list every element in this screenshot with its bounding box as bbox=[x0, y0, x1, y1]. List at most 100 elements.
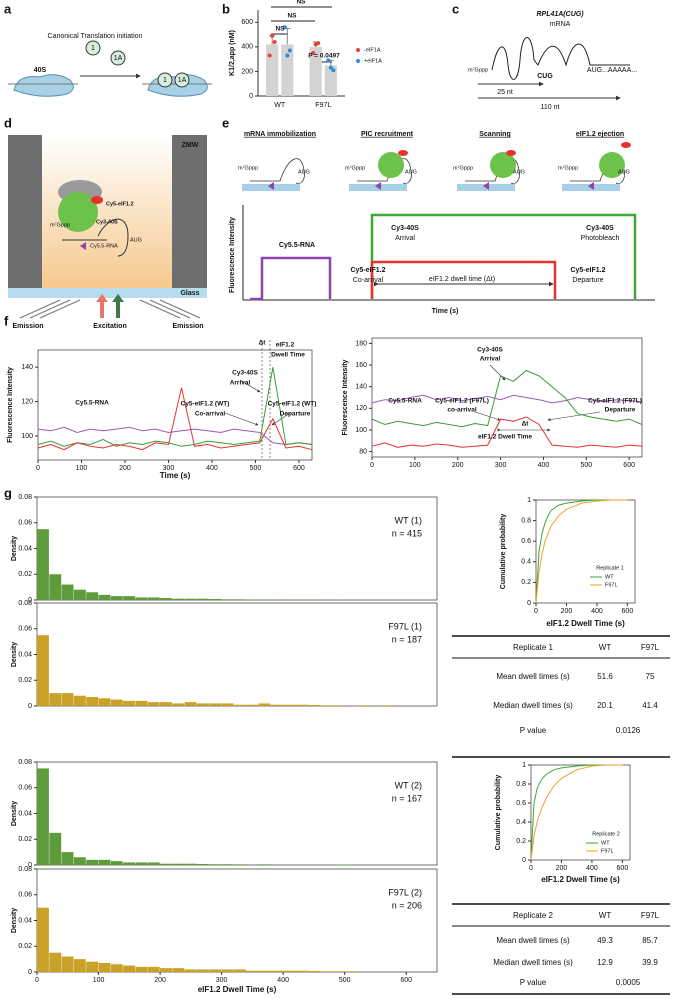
table-cell: P value bbox=[520, 978, 547, 987]
annotation: NS bbox=[296, 0, 306, 6]
histogram-bar bbox=[160, 702, 172, 706]
x-tick-label: 600 bbox=[617, 865, 629, 872]
y-tick-label: 140 bbox=[355, 384, 367, 391]
histogram-bar bbox=[73, 857, 86, 865]
factor-label: 1A bbox=[114, 55, 123, 62]
histogram-bar bbox=[61, 693, 74, 706]
histogram-bar bbox=[221, 703, 234, 706]
x-tick-label: 200 bbox=[119, 465, 131, 472]
table-rules bbox=[452, 635, 670, 995]
step-title: eIF1.2 ejection bbox=[576, 131, 624, 138]
plot-frame bbox=[37, 349, 313, 461]
data-point bbox=[331, 68, 336, 73]
x-tick-label: 400 bbox=[591, 608, 603, 615]
panel-label: a bbox=[4, 1, 12, 16]
histogram-bar bbox=[184, 598, 197, 600]
histogram-bar bbox=[221, 969, 234, 972]
n-label: n = 187 bbox=[392, 634, 422, 644]
panel-label: F97L (1) bbox=[388, 621, 422, 631]
cap: m⁷Gppp bbox=[453, 164, 473, 171]
histogram-bar bbox=[344, 864, 357, 865]
table-cell: 12.9 bbox=[597, 958, 613, 967]
x-tick-label: 400 bbox=[586, 865, 598, 872]
eif12 bbox=[398, 150, 408, 156]
table-cell: P value bbox=[520, 726, 547, 735]
x-tick-label: 300 bbox=[216, 977, 228, 984]
distance: 110 nt bbox=[541, 104, 560, 111]
histogram-bar bbox=[184, 863, 197, 865]
data-point bbox=[326, 58, 331, 63]
label: Cy3-40S bbox=[96, 219, 118, 225]
histogram-bar bbox=[86, 961, 99, 972]
annotation: Arrival bbox=[480, 356, 501, 363]
histogram-bar bbox=[49, 574, 62, 600]
histogram-bar bbox=[37, 907, 49, 972]
label: AUG bbox=[130, 237, 142, 243]
annotation: Cy5-eIF1.2 (WT) bbox=[268, 401, 317, 408]
factor bbox=[85, 40, 101, 56]
event: Cy3-40S bbox=[586, 225, 614, 232]
y-tick-label: 0 bbox=[28, 703, 32, 710]
x-tick-label: 200 bbox=[561, 608, 573, 615]
y-tick-label: 0.02 bbox=[18, 943, 32, 950]
step-title: PIC recruitment bbox=[361, 131, 414, 138]
histogram-bar bbox=[172, 598, 185, 600]
histogram-bar bbox=[110, 596, 123, 600]
panel-label: WT (2) bbox=[395, 780, 422, 790]
light-label: Emission bbox=[12, 323, 43, 330]
histogram-bar bbox=[110, 861, 123, 865]
histogram-bar bbox=[258, 864, 271, 865]
histogram-bar bbox=[86, 696, 99, 706]
n-label: n = 206 bbox=[392, 900, 422, 910]
x-tick-label: 300 bbox=[495, 462, 507, 469]
histogram-bar bbox=[295, 704, 308, 706]
event: Cy3-40S bbox=[391, 225, 419, 232]
panel-label: F97L (2) bbox=[388, 887, 422, 897]
histogram-bar bbox=[381, 705, 394, 706]
event: Cy5.5-RNA bbox=[279, 242, 315, 249]
eif12 bbox=[621, 142, 631, 148]
legend-title: Replicate 2 bbox=[592, 831, 620, 837]
y-axis-label: Fluorescence Intensity bbox=[7, 367, 14, 443]
histogram-bar bbox=[233, 969, 246, 972]
panel-label: d bbox=[4, 115, 12, 130]
legend-swatch bbox=[356, 59, 360, 63]
y-tick-label: 0.04 bbox=[18, 651, 32, 658]
y-tick-label: 0.08 bbox=[18, 600, 32, 607]
x-tick-label: 200 bbox=[556, 865, 568, 872]
plot-frame bbox=[36, 602, 438, 707]
data-point bbox=[282, 25, 287, 30]
label: m⁷Gppp bbox=[50, 221, 70, 228]
ribosome bbox=[13, 74, 74, 97]
event: eIF1.2 dwell time (Δt) bbox=[429, 276, 495, 283]
histogram-bar bbox=[172, 703, 185, 706]
x-tick-label: 100 bbox=[93, 977, 105, 984]
y-tick-label: 0.4 bbox=[521, 559, 531, 566]
emission-rays bbox=[19, 299, 201, 319]
panel-label: b bbox=[222, 1, 230, 16]
histogram-bar bbox=[246, 704, 259, 706]
y-tick-label: 0.6 bbox=[521, 538, 531, 545]
subunit-label: 40S bbox=[34, 67, 47, 74]
event: Cy5-eIF1.2 bbox=[350, 267, 385, 274]
histogram-bar bbox=[160, 968, 172, 972]
histogram-bar bbox=[197, 598, 209, 600]
annotation: Cy5-eIF1.2 (WT) bbox=[181, 401, 230, 408]
y-tick-label: 0.6 bbox=[516, 800, 526, 807]
histogram-bar bbox=[246, 970, 259, 972]
zmw-wall bbox=[8, 135, 42, 288]
line-series bbox=[535, 499, 628, 604]
x-tick-label: 0 bbox=[35, 977, 39, 984]
step-title: mRNA immobilization bbox=[244, 131, 316, 138]
annotation: eIF1.2 Dwell Time bbox=[478, 434, 532, 441]
histogram-bar bbox=[221, 599, 234, 600]
annotation: co-arrival bbox=[447, 407, 476, 414]
histogram-bar bbox=[172, 863, 185, 865]
table-cell: 75 bbox=[646, 672, 655, 681]
x-tick-label: 500 bbox=[250, 465, 262, 472]
x-tick-label: 0 bbox=[529, 865, 533, 872]
bar bbox=[281, 44, 294, 96]
histogram-bar bbox=[295, 970, 308, 972]
y-tick-label: 0 bbox=[28, 862, 32, 869]
x-tick-label: 600 bbox=[623, 462, 635, 469]
